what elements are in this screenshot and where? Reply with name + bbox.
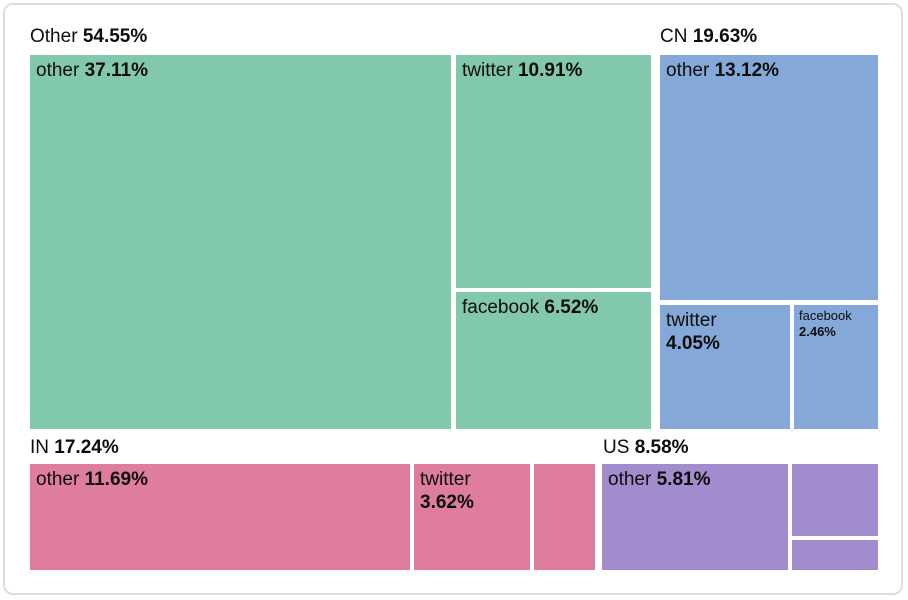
cell-name: other (36, 60, 80, 81)
treemap-cell-other-twitter[interactable]: twitter 10.91% (456, 55, 651, 288)
treemap-group-label-cn: CN 19.63% (660, 26, 757, 48)
treemap-cell-cn-facebook[interactable]: facebook 2.46% (794, 305, 878, 429)
cell-value: 13.12% (714, 60, 780, 81)
cell-name: other (666, 60, 710, 81)
group-value: 19.63% (692, 26, 758, 47)
cell-name: twitter (462, 60, 513, 81)
cell-value: 3.62% (420, 492, 474, 513)
cell-name: facebook (462, 297, 540, 318)
group-value: 54.55% (82, 26, 148, 47)
treemap-group-label-us: US 8.58% (603, 437, 689, 459)
cell-value: 10.91% (517, 60, 583, 81)
treemap-cell-us-unlabeled-1[interactable] (792, 464, 878, 536)
cell-value: 37.11% (84, 60, 148, 81)
treemap-cell-cn-other[interactable]: other 13.12% (660, 55, 878, 300)
group-value: 17.24% (54, 437, 119, 458)
treemap-cell-in-unlabeled-2[interactable] (534, 464, 595, 570)
treemap-cell-other-facebook[interactable]: facebook 6.52% (456, 292, 651, 429)
treemap-cell-us-other[interactable]: other 5.81% (602, 464, 788, 570)
group-name: CN (660, 26, 688, 47)
cell-name: other (36, 469, 80, 490)
group-value: 8.58% (634, 437, 689, 458)
cell-value: 4.05% (666, 333, 720, 354)
treemap-cell-us-unlabeled-2[interactable] (792, 540, 878, 570)
treemap-cell-other-other[interactable]: other 37.11% (30, 55, 451, 429)
cell-name: twitter (420, 469, 471, 490)
cell-name: other (608, 469, 652, 490)
cell-name: twitter (666, 310, 717, 331)
treemap-group-label-other: Other 54.55% (30, 26, 147, 48)
group-name: IN (30, 437, 49, 458)
group-name: US (603, 437, 630, 458)
group-name: Other (30, 26, 78, 47)
cell-value: 11.69% (84, 469, 148, 490)
cell-value: 2.46% (799, 324, 836, 339)
cell-name: facebook (799, 308, 852, 323)
cell-value: 5.81% (656, 469, 711, 490)
treemap-cell-cn-twitter[interactable]: twitter 4.05% (660, 305, 790, 429)
treemap-group-label-in: IN 17.24% (30, 437, 119, 459)
treemap-cell-in-twitter[interactable]: twitter 3.62% (414, 464, 530, 570)
cell-value: 6.52% (544, 297, 599, 318)
treemap-cell-in-other[interactable]: other 11.69% (30, 464, 410, 570)
